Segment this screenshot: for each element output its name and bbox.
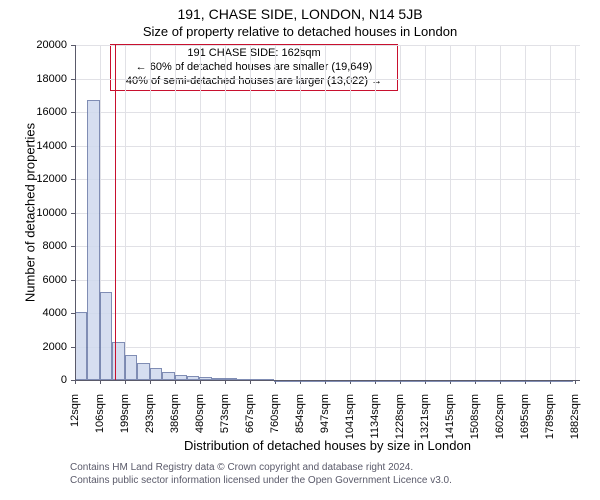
grid-line-v [300, 45, 301, 380]
xtick-label: 947sqm [319, 394, 331, 444]
grid-line-v [450, 45, 451, 380]
histogram-bar [125, 355, 137, 380]
xtick-label: 667sqm [244, 394, 256, 444]
histogram-bar [87, 100, 99, 380]
histogram-bar [150, 368, 162, 380]
grid-line-v [400, 45, 401, 380]
grid-line-v [550, 45, 551, 380]
ytick-label: 16000 [0, 106, 67, 118]
ytick-label: 0 [0, 374, 67, 386]
xtick-label: 1415sqm [444, 394, 456, 444]
xtick-label: 1041sqm [344, 394, 356, 444]
grid-line-v [325, 45, 326, 380]
y-axis-line [75, 45, 76, 380]
xtick-label: 1789sqm [544, 394, 556, 444]
histogram-bar [75, 312, 87, 380]
xtick-label: 480sqm [194, 394, 206, 444]
ytick-label: 8000 [0, 240, 67, 252]
grid-line-v [200, 45, 201, 380]
grid-line-v [275, 45, 276, 380]
xtick-label: 12sqm [69, 394, 81, 444]
xtick-label: 1882sqm [569, 394, 581, 444]
grid-line-v [350, 45, 351, 380]
grid-line-v [175, 45, 176, 380]
xtick-label: 1134sqm [369, 394, 381, 444]
ytick-label: 2000 [0, 341, 67, 353]
grid-line-v [525, 45, 526, 380]
xtick-label: 1602sqm [494, 394, 506, 444]
ytick-label: 4000 [0, 307, 67, 319]
grid-line-v [250, 45, 251, 380]
grid-line-v [500, 45, 501, 380]
footer-line-2: Contains public sector information licen… [70, 475, 452, 486]
xtick-label: 386sqm [169, 394, 181, 444]
xtick-label: 573sqm [219, 394, 231, 444]
ytick-label: 10000 [0, 207, 67, 219]
xtick-label: 1228sqm [394, 394, 406, 444]
ytick-label: 6000 [0, 274, 67, 286]
annotation-box: 191 CHASE SIDE: 162sqm ← 60% of detached… [110, 44, 398, 91]
xtick-label: 106sqm [94, 394, 106, 444]
histogram-bar [162, 372, 174, 380]
xtick-label: 760sqm [269, 394, 281, 444]
ytick-label: 18000 [0, 73, 67, 85]
histogram-bar [137, 363, 149, 380]
ytick-label: 14000 [0, 140, 67, 152]
histogram-bar [100, 292, 112, 380]
xtick-label: 1695sqm [519, 394, 531, 444]
xtick-label: 1321sqm [419, 394, 431, 444]
chart-title-main: 191, CHASE SIDE, LONDON, N14 5JB [0, 6, 600, 22]
ytick-label: 20000 [0, 39, 67, 51]
property-marker-line [115, 45, 116, 380]
ytick-label: 12000 [0, 173, 67, 185]
xtick-label: 854sqm [294, 394, 306, 444]
grid-line-v [575, 45, 576, 380]
footer-line-1: Contains HM Land Registry data © Crown c… [70, 462, 413, 473]
grid-line-v [425, 45, 426, 380]
grid-line-v [475, 45, 476, 380]
xtick-label: 1508sqm [469, 394, 481, 444]
grid-line-v [225, 45, 226, 380]
chart-title-sub: Size of property relative to detached ho… [0, 24, 600, 39]
grid-line-v [125, 45, 126, 380]
xtick-label: 293sqm [144, 394, 156, 444]
xtick-label: 199sqm [119, 394, 131, 444]
x-axis-line [75, 380, 580, 381]
grid-line-v [150, 45, 151, 380]
chart-container: 191, CHASE SIDE, LONDON, N14 5JB Size of… [0, 0, 600, 500]
grid-line-v [375, 45, 376, 380]
